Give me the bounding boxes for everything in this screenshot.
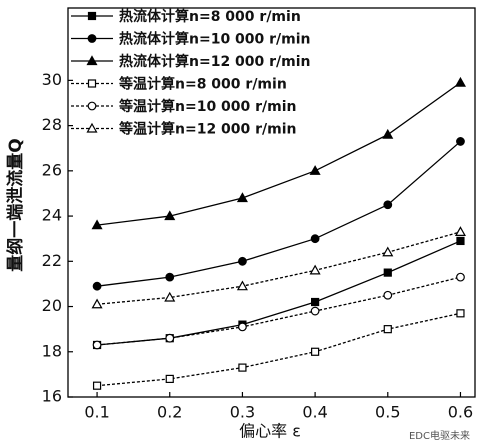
marker	[238, 322, 247, 332]
legend-marker	[86, 122, 98, 133]
series-line	[96, 82, 461, 226]
y-tick-label: 24	[42, 206, 62, 225]
x-tick-label: 0.3	[230, 403, 255, 422]
legend-marker	[87, 79, 97, 88]
y-tick-label: 20	[42, 296, 62, 315]
marker	[92, 340, 102, 350]
marker	[92, 281, 102, 291]
y-tick-label: 16	[42, 387, 62, 406]
legend-label: 热流体计算n=12 000 r/min	[119, 53, 311, 70]
plot-frame	[67, 7, 476, 398]
legend-label: 等温计算n=12 000 r/min	[119, 121, 297, 138]
marker	[456, 272, 465, 282]
legend-marker	[87, 11, 97, 21]
marker	[454, 76, 466, 87]
marker	[383, 325, 392, 334]
marker	[456, 236, 465, 246]
y-tick-label: 26	[42, 160, 62, 179]
marker	[165, 272, 175, 282]
marker	[91, 298, 103, 309]
marker	[164, 291, 176, 302]
y-tick-label: 30	[42, 70, 62, 89]
legend-marker	[87, 101, 97, 111]
marker	[164, 210, 176, 221]
marker	[383, 290, 393, 300]
y-axis-label: 量纲一端泄流量Q	[5, 138, 26, 271]
legend-label: 热流体计算n=8 000 r/min	[119, 8, 301, 25]
marker	[383, 268, 392, 277]
legend-label: 等温计算n=10 000 r/min	[119, 98, 297, 115]
series-line	[97, 240, 461, 346]
marker	[456, 137, 465, 146]
x-tick-label: 0.6	[448, 403, 473, 422]
y-tick-label: 18	[42, 341, 62, 360]
series-line	[97, 231, 461, 305]
watermark: EDC电驱未来	[409, 429, 470, 442]
marker	[238, 256, 247, 266]
y-tick-label: 22	[42, 251, 62, 270]
marker	[382, 246, 394, 257]
series-line	[97, 276, 461, 346]
marker	[309, 165, 321, 175]
series-line	[96, 140, 461, 287]
marker	[92, 381, 102, 390]
x-axis-label: 偏心率 ε	[239, 422, 301, 441]
y-tick-label: 28	[42, 115, 62, 134]
x-tick-label: 0.5	[375, 403, 400, 422]
legend-marker	[86, 55, 98, 66]
x-tick-label: 0.2	[157, 403, 182, 422]
marker	[236, 192, 248, 203]
series-line	[97, 312, 461, 387]
marker	[238, 363, 247, 372]
marker	[311, 347, 320, 356]
legend-label: 等温计算n=8 000 r/min	[119, 76, 287, 93]
marker	[165, 374, 174, 384]
marker	[383, 200, 393, 210]
marker	[454, 226, 466, 237]
x-tick-label: 0.4	[302, 403, 327, 422]
marker	[456, 309, 465, 318]
marker	[165, 333, 175, 343]
legend-marker	[87, 34, 97, 43]
marker	[310, 306, 320, 316]
marker	[310, 234, 320, 244]
marker	[309, 264, 321, 275]
x-tick-label: 0.1	[84, 403, 109, 422]
marker	[236, 280, 248, 291]
marker	[311, 297, 320, 307]
marker	[382, 128, 394, 139]
marker	[91, 219, 103, 230]
legend-label: 热流体计算n=10 000 r/min	[119, 31, 311, 48]
